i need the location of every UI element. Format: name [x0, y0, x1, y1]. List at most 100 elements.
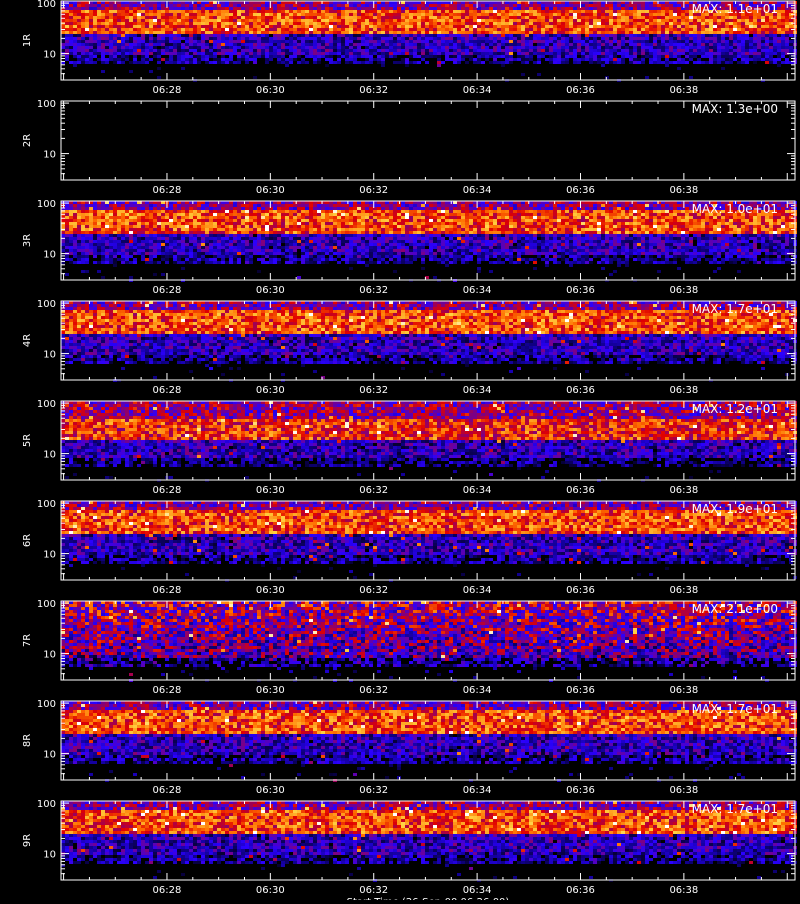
heatmap-cell — [245, 58, 249, 61]
heatmap-cell — [141, 58, 145, 61]
heatmap-cell — [145, 222, 149, 225]
heatmap-cell — [493, 19, 497, 22]
heatmap-cell — [661, 31, 665, 34]
heatmap-cell — [529, 31, 533, 34]
heatmap-cell — [261, 34, 265, 37]
heatmap-cell — [121, 243, 125, 246]
heatmap-cell — [713, 52, 717, 55]
heatmap-cell — [537, 28, 541, 31]
heatmap-cell — [193, 58, 197, 61]
max-annotation: MAX: 1.3e+00 — [692, 102, 778, 116]
heatmap-cell — [369, 46, 373, 49]
heatmap-cell — [337, 55, 341, 58]
heatmap-cell — [181, 252, 185, 255]
heatmap-cell — [177, 261, 181, 264]
heatmap-cell — [293, 37, 297, 40]
heatmap-cell — [309, 43, 313, 46]
heatmap-cell — [181, 46, 185, 49]
heatmap-cell — [241, 237, 245, 240]
heatmap-cell — [725, 46, 729, 49]
heatmap-cell — [381, 40, 385, 43]
heatmap-cell — [693, 28, 697, 31]
heatmap-cell — [585, 46, 589, 49]
heatmap-cell — [469, 22, 473, 25]
heatmap-cell — [769, 37, 773, 40]
heatmap-cell — [137, 49, 141, 52]
heatmap-cell — [509, 25, 513, 28]
heatmap-cell — [657, 31, 661, 34]
heatmap-cell — [125, 255, 129, 258]
heatmap-cell — [737, 28, 741, 31]
heatmap-cell — [629, 46, 633, 49]
heatmap-cell — [121, 237, 125, 240]
heatmap-cell — [193, 213, 197, 216]
heatmap-cell — [317, 25, 321, 28]
heatmap-cell — [253, 240, 257, 243]
heatmap-cell — [125, 225, 129, 228]
heatmap-cell — [689, 22, 693, 25]
heatmap-cell — [501, 25, 505, 28]
heatmap-cell — [257, 258, 261, 261]
heatmap-cell — [217, 222, 221, 225]
heatmap-cell — [457, 34, 461, 37]
heatmap-cell — [197, 222, 201, 225]
heatmap-cell — [185, 213, 189, 216]
heatmap-cell — [457, 22, 461, 25]
heatmap-cell — [109, 216, 113, 219]
heatmap-cell — [177, 10, 181, 13]
heatmap-cell — [625, 49, 629, 52]
heatmap-cell — [225, 61, 229, 64]
heatmap-cell — [349, 19, 353, 22]
heatmap-cell — [425, 28, 429, 31]
heatmap-cell — [429, 46, 433, 49]
heatmap-cell — [277, 10, 281, 13]
heatmap-cell — [133, 55, 137, 58]
heatmap-cell — [105, 13, 109, 16]
heatmap-cell — [433, 22, 437, 25]
heatmap-cell — [201, 19, 205, 22]
heatmap-cell — [453, 55, 457, 58]
heatmap-cell — [189, 55, 193, 58]
heatmap-cell — [669, 25, 673, 28]
heatmap-cell — [749, 52, 753, 55]
heatmap-cell — [393, 4, 397, 7]
heatmap-cell — [709, 37, 713, 40]
heatmap-cell — [417, 46, 421, 49]
heatmap-cell — [313, 22, 317, 25]
heatmap-cell — [265, 55, 269, 58]
heatmap-cell — [273, 34, 277, 37]
heatmap-cell — [433, 46, 437, 49]
heatmap-cell — [609, 40, 613, 43]
heatmap-cell — [161, 273, 165, 276]
heatmap-cell — [357, 49, 361, 52]
heatmap-cell — [685, 19, 689, 22]
heatmap-cell — [233, 225, 237, 228]
heatmap-cell — [321, 40, 325, 43]
heatmap-cell — [693, 49, 697, 52]
heatmap-cell — [417, 10, 421, 13]
heatmap-cell — [205, 231, 209, 234]
heatmap-cell — [457, 55, 461, 58]
heatmap-cell — [761, 49, 765, 52]
heatmap-cell — [213, 55, 217, 58]
heatmap-cell — [257, 55, 261, 58]
heatmap-cell — [193, 46, 197, 49]
heatmap-cell — [653, 13, 657, 16]
heatmap-cell — [201, 43, 205, 46]
heatmap-cell — [469, 37, 473, 40]
heatmap-cell — [741, 58, 745, 61]
heatmap-cell — [589, 40, 593, 43]
heatmap-cell — [709, 28, 713, 31]
heatmap-cell — [141, 13, 145, 16]
heatmap-cell — [105, 22, 109, 25]
heatmap-cell — [425, 16, 429, 19]
heatmap-cell — [281, 40, 285, 43]
heatmap-cell — [505, 37, 509, 40]
heatmap-cell — [601, 28, 605, 31]
heatmap-cell — [513, 58, 517, 61]
heatmap-cell — [545, 31, 549, 34]
heatmap-cell — [329, 40, 333, 43]
heatmap-cell — [273, 10, 277, 13]
heatmap-cell — [113, 16, 117, 19]
heatmap-cell — [505, 58, 509, 61]
